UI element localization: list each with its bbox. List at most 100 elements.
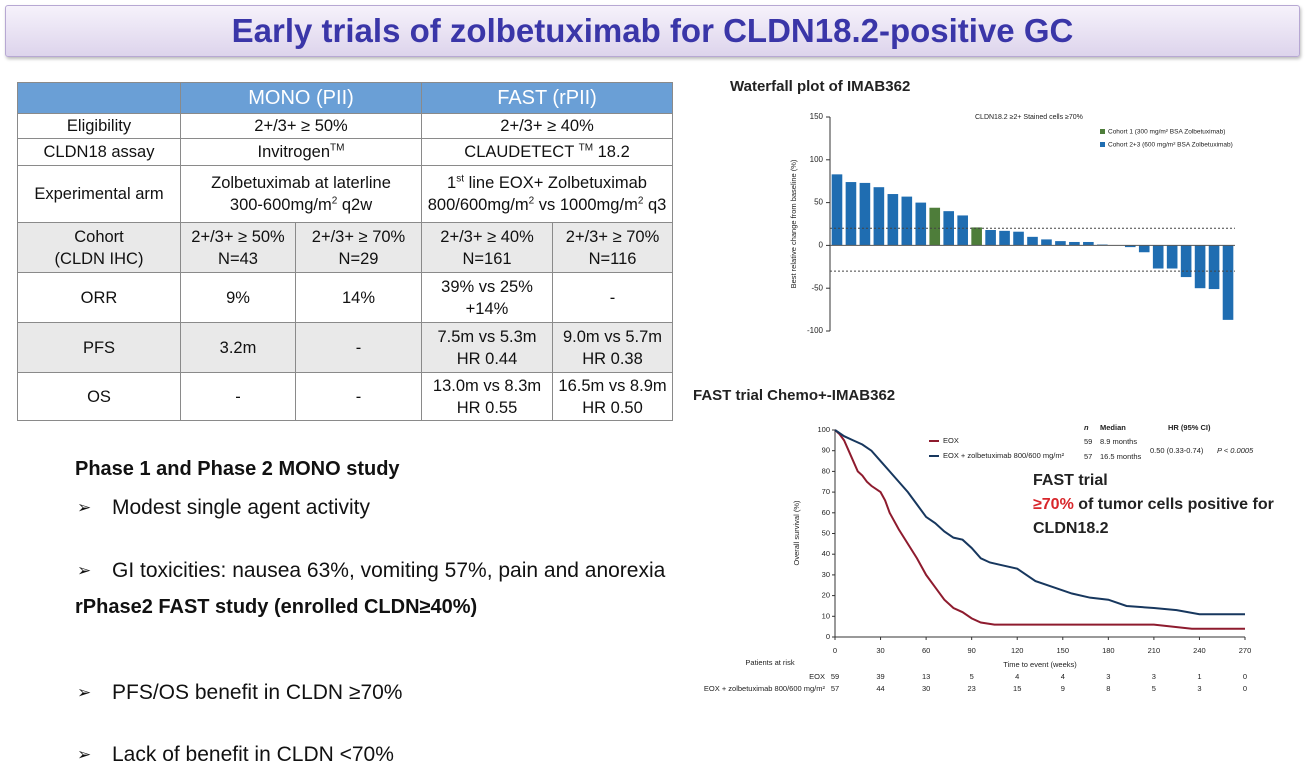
bar [1013,231,1024,246]
y-tick-label: 20 [822,591,830,600]
cell-text: N=116 [588,249,637,268]
risk-label: EOX [809,672,825,681]
cell-line: Zolbetuximab at laterline [183,172,419,194]
risk-count: 59 [831,672,839,681]
header-cell: MONO (PII) [179,82,423,114]
x-tick-label: 240 [1193,646,1206,655]
cell-text: - [235,387,241,406]
table-cell: Cohort (CLDN IHC) [17,222,181,273]
median-value: 16.5 months [1100,452,1142,461]
risk-count: 9 [1061,684,1065,693]
stats-header: HR (95% CI) [1168,423,1211,432]
bar [845,182,857,246]
p-value: P < 0.0005 [1217,446,1254,455]
table-row: CLDN18 assay InvitrogenTM CLAUDETECT TM 18… [17,138,674,166]
cell-text: 9.0m vs 5.7m [563,327,663,346]
risk-count: 5 [1152,684,1156,693]
callout-highlight: ≥70% [1033,496,1074,513]
bar [831,174,843,246]
chart-title: FAST trial Chemo+-IMAB362 [693,387,895,404]
y-tick-label: 80 [822,466,830,475]
cell-text: 9% [226,288,250,307]
cell-text: line EOX+ Zolbetuximab [464,174,647,192]
bar [1069,241,1080,246]
cell-text: 300-600mg/m [229,196,332,214]
cell-text: OS [87,387,111,406]
risk-count: 5 [970,672,974,681]
y-tick-label: 50 [822,528,830,537]
bar [929,207,941,246]
legend-swatch [1100,129,1105,134]
cell-text: (CLDN IHC) [54,249,144,268]
stats-header: n [1084,423,1089,432]
table-cell: - [294,322,423,373]
bar [887,194,899,246]
bar [957,215,968,246]
cell-text: N=43 [218,249,258,268]
table-cell: InvitrogenTM [179,138,423,166]
cell-text: - [355,387,362,406]
annotation: CLDN18.2 ≥2+ Stained cells ≥70% [975,114,1083,121]
cell-text: ORR [80,288,118,307]
hr-value: 0.50 (0.33-0.74) [1150,446,1204,455]
slide: Early trials of zolbetuximab for CLDN18.… [0,0,1314,693]
cell-line: InvitrogenTM [183,141,419,163]
header-cell: FAST (rPII) [421,82,674,114]
table-cell: - [552,272,674,323]
table-cell: 2+/3+ ≥ 70% N=29 [294,222,423,273]
n-value: 59 [1084,437,1092,446]
section-heading: Phase 1 and Phase 2 MONO study [75,458,400,480]
cell-text: HR 0.50 [582,398,643,417]
x-tick-label: 30 [876,646,884,655]
bar [901,196,913,246]
table-cell: 16.5m vs 8.9m HR 0.50 [552,372,674,421]
callout-text: ≥70% of tumor cells positive for [1033,496,1274,513]
bullet: Modest single agent activity [75,496,1314,520]
x-tick-label: 60 [922,646,930,655]
table-row: ORR 9% 14% 39% vs 25% +14% - [17,272,674,323]
n-value: 57 [1084,452,1092,461]
median-value: 8.9 months [1100,437,1137,446]
risk-count: 3 [1197,684,1201,693]
y-tick-label: 30 [822,570,830,579]
bar [1208,245,1220,290]
risk-count: 13 [922,672,930,681]
table-cell: 9% [180,272,296,323]
legend-label: EOX [943,436,959,445]
risk-count: 4 [1061,672,1065,681]
y-tick-label: 150 [810,112,824,121]
y-tick-label: 100 [810,155,824,164]
cell-text: CLAUDETECT [464,143,579,161]
risk-label: EOX + zolbetuximab 800/600 mg/m² [704,684,826,693]
cell-text: q2w [337,196,373,214]
survival-curve [834,429,1245,616]
x-tick-label: 210 [1148,646,1161,655]
cell-text: +14% [465,299,509,318]
cell-line: CLAUDETECT TM 18.2 [424,141,670,163]
table-cell: CLDN18 assay [17,138,181,166]
cell-line: 1st line EOX+ Zolbetuximab [424,172,670,194]
risk-count: 8 [1106,684,1110,693]
cell-line: 300-600mg/m2 q2w [183,194,419,216]
legend-label: EOX + zolbetuximab 800/600 mg/m² [943,451,1065,460]
bar [1027,236,1038,246]
slide-title: Early trials of zolbetuximab for CLDN18.… [5,5,1300,57]
x-tick-label: 180 [1102,646,1115,655]
cell-text: HR 0.38 [582,349,643,368]
superscript: 2 [528,195,535,207]
y-tick-label: 60 [822,508,830,517]
x-tick-label: 270 [1239,646,1252,655]
callout-text: of tumor cells positive for [1074,496,1274,513]
table-cell: 14% [294,272,423,323]
table-row: OS - - 13.0m vs 8.3m HR 0.55 16.5m vs 8.9m HR … [17,372,674,421]
table-row: PFS 3.2m - 7.5m vs 5.3m HR 0.44 9.0m vs 5.7m H… [17,322,674,373]
cell-text: - [609,288,616,307]
cell-text: Experimental arm [34,185,164,203]
table-cell: 13.0m vs 8.3m HR 0.55 [421,372,554,421]
x-tick-label: 120 [1011,646,1024,655]
cell-text: Eligibility [66,117,132,135]
risk-count: 3 [1152,672,1156,681]
y-tick-label: 0 [819,241,824,250]
cell-text: q3 [643,196,667,214]
stats-header: Median [1100,423,1126,432]
